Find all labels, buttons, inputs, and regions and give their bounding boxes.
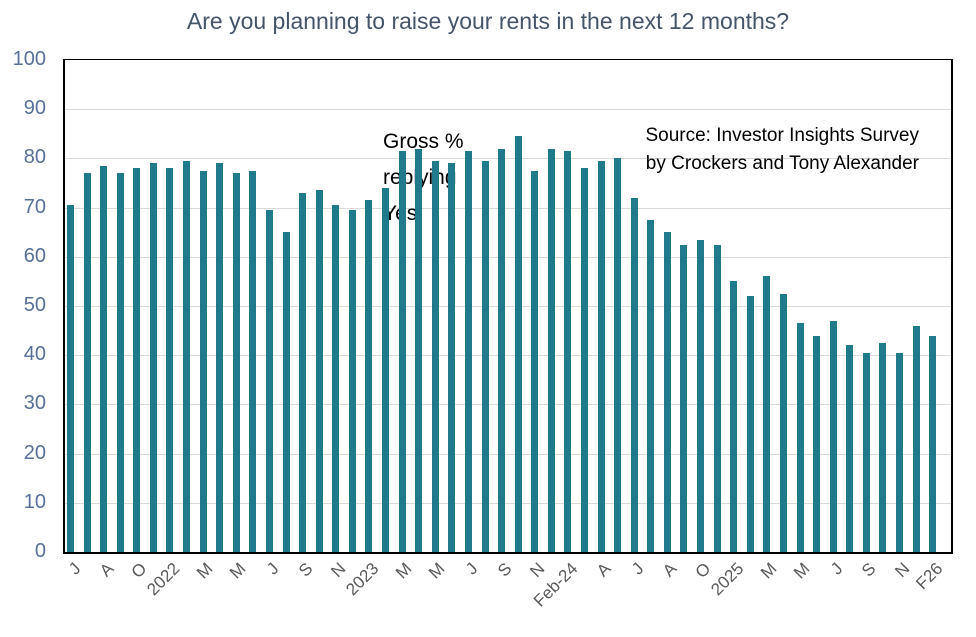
- bar: [216, 163, 224, 552]
- y-axis-tick-label: 10: [23, 490, 46, 513]
- bar: [481, 160, 489, 552]
- bar: [547, 148, 555, 552]
- bar: [779, 293, 787, 552]
- bar: [382, 187, 390, 552]
- gridline: [65, 306, 951, 307]
- bar: [348, 210, 356, 552]
- bar: [746, 296, 754, 552]
- gridline: [65, 109, 951, 111]
- bar: [912, 325, 920, 552]
- bar: [199, 170, 207, 552]
- source-line-2: by Crockers and Tony Alexander: [645, 153, 919, 174]
- bar: [829, 320, 837, 552]
- bar: [116, 173, 124, 552]
- plot-area: Gross % replying Yes Source: Investor In…: [63, 59, 953, 554]
- bar: [813, 335, 821, 552]
- source-line-1: Source: Investor Insights Survey: [645, 125, 919, 146]
- chart-title: Are you planning to raise your rents in …: [186, 8, 790, 34]
- y-axis-tick-label: 80: [23, 146, 46, 169]
- bar: [580, 168, 588, 552]
- y-axis-tick-label: 20: [23, 441, 46, 464]
- bar: [514, 136, 522, 552]
- bar: [398, 151, 406, 552]
- bar: [282, 232, 290, 552]
- bar: [149, 163, 157, 552]
- bar: [862, 352, 870, 552]
- bar: [879, 342, 887, 552]
- bar: [83, 173, 91, 552]
- y-axis-tick-label: 40: [23, 343, 46, 366]
- bar: [67, 205, 74, 552]
- annotation-line-1: Gross %: [383, 130, 464, 153]
- y-axis: 0 10 20 30 40 50 60 70 80 90 100: [0, 48, 54, 562]
- bar: [464, 151, 472, 552]
- y-axis-tick-label: 60: [23, 244, 46, 267]
- bar: [680, 244, 688, 552]
- bar: [846, 345, 854, 552]
- bar: [796, 323, 804, 552]
- bar: [232, 173, 240, 552]
- bar: [183, 160, 191, 552]
- bar: [531, 170, 539, 552]
- bar: [929, 335, 937, 552]
- bar: [647, 219, 655, 552]
- bar: [265, 210, 273, 552]
- bar: [597, 160, 605, 552]
- bar: [713, 244, 721, 552]
- y-axis-tick-label: 50: [23, 294, 46, 316]
- bar: [431, 160, 439, 552]
- bar: [365, 200, 373, 552]
- bar: [249, 170, 257, 552]
- y-axis-tick-label: 70: [23, 195, 46, 218]
- source-note: Source: Investor Insights Survey by Croc…: [645, 122, 919, 178]
- bar: [100, 165, 108, 552]
- y-axis-tick-label: 30: [23, 392, 46, 415]
- gridline: [65, 453, 951, 455]
- x-axis: J A O 2022 M M J S N 2023 M M J S N Feb-24 A J A O 2025 M M J S N…: [0, 551, 976, 637]
- y-axis-tick-label: 90: [23, 97, 46, 120]
- bar: [315, 190, 323, 552]
- bar: [448, 163, 456, 552]
- bar: [663, 232, 671, 552]
- bar: [763, 276, 771, 552]
- bar: [498, 148, 506, 552]
- gridline: [65, 256, 951, 258]
- gridline: [65, 502, 951, 504]
- bar: [166, 168, 174, 552]
- gridline: [65, 207, 951, 209]
- bar: [133, 168, 141, 552]
- gridline: [65, 404, 951, 406]
- bar: [896, 352, 903, 552]
- bar: [415, 148, 423, 552]
- gridline: [65, 355, 951, 357]
- bar: [332, 205, 340, 552]
- y-axis-tick-label: 100: [12, 48, 46, 70]
- bar: [730, 281, 738, 552]
- y-axis-tick-label: 0: [34, 540, 46, 562]
- bar: [697, 239, 705, 552]
- bar: [299, 192, 307, 552]
- bar: [614, 158, 622, 552]
- gridline: [65, 158, 951, 160]
- bar: [564, 151, 572, 552]
- bar: [630, 197, 638, 552]
